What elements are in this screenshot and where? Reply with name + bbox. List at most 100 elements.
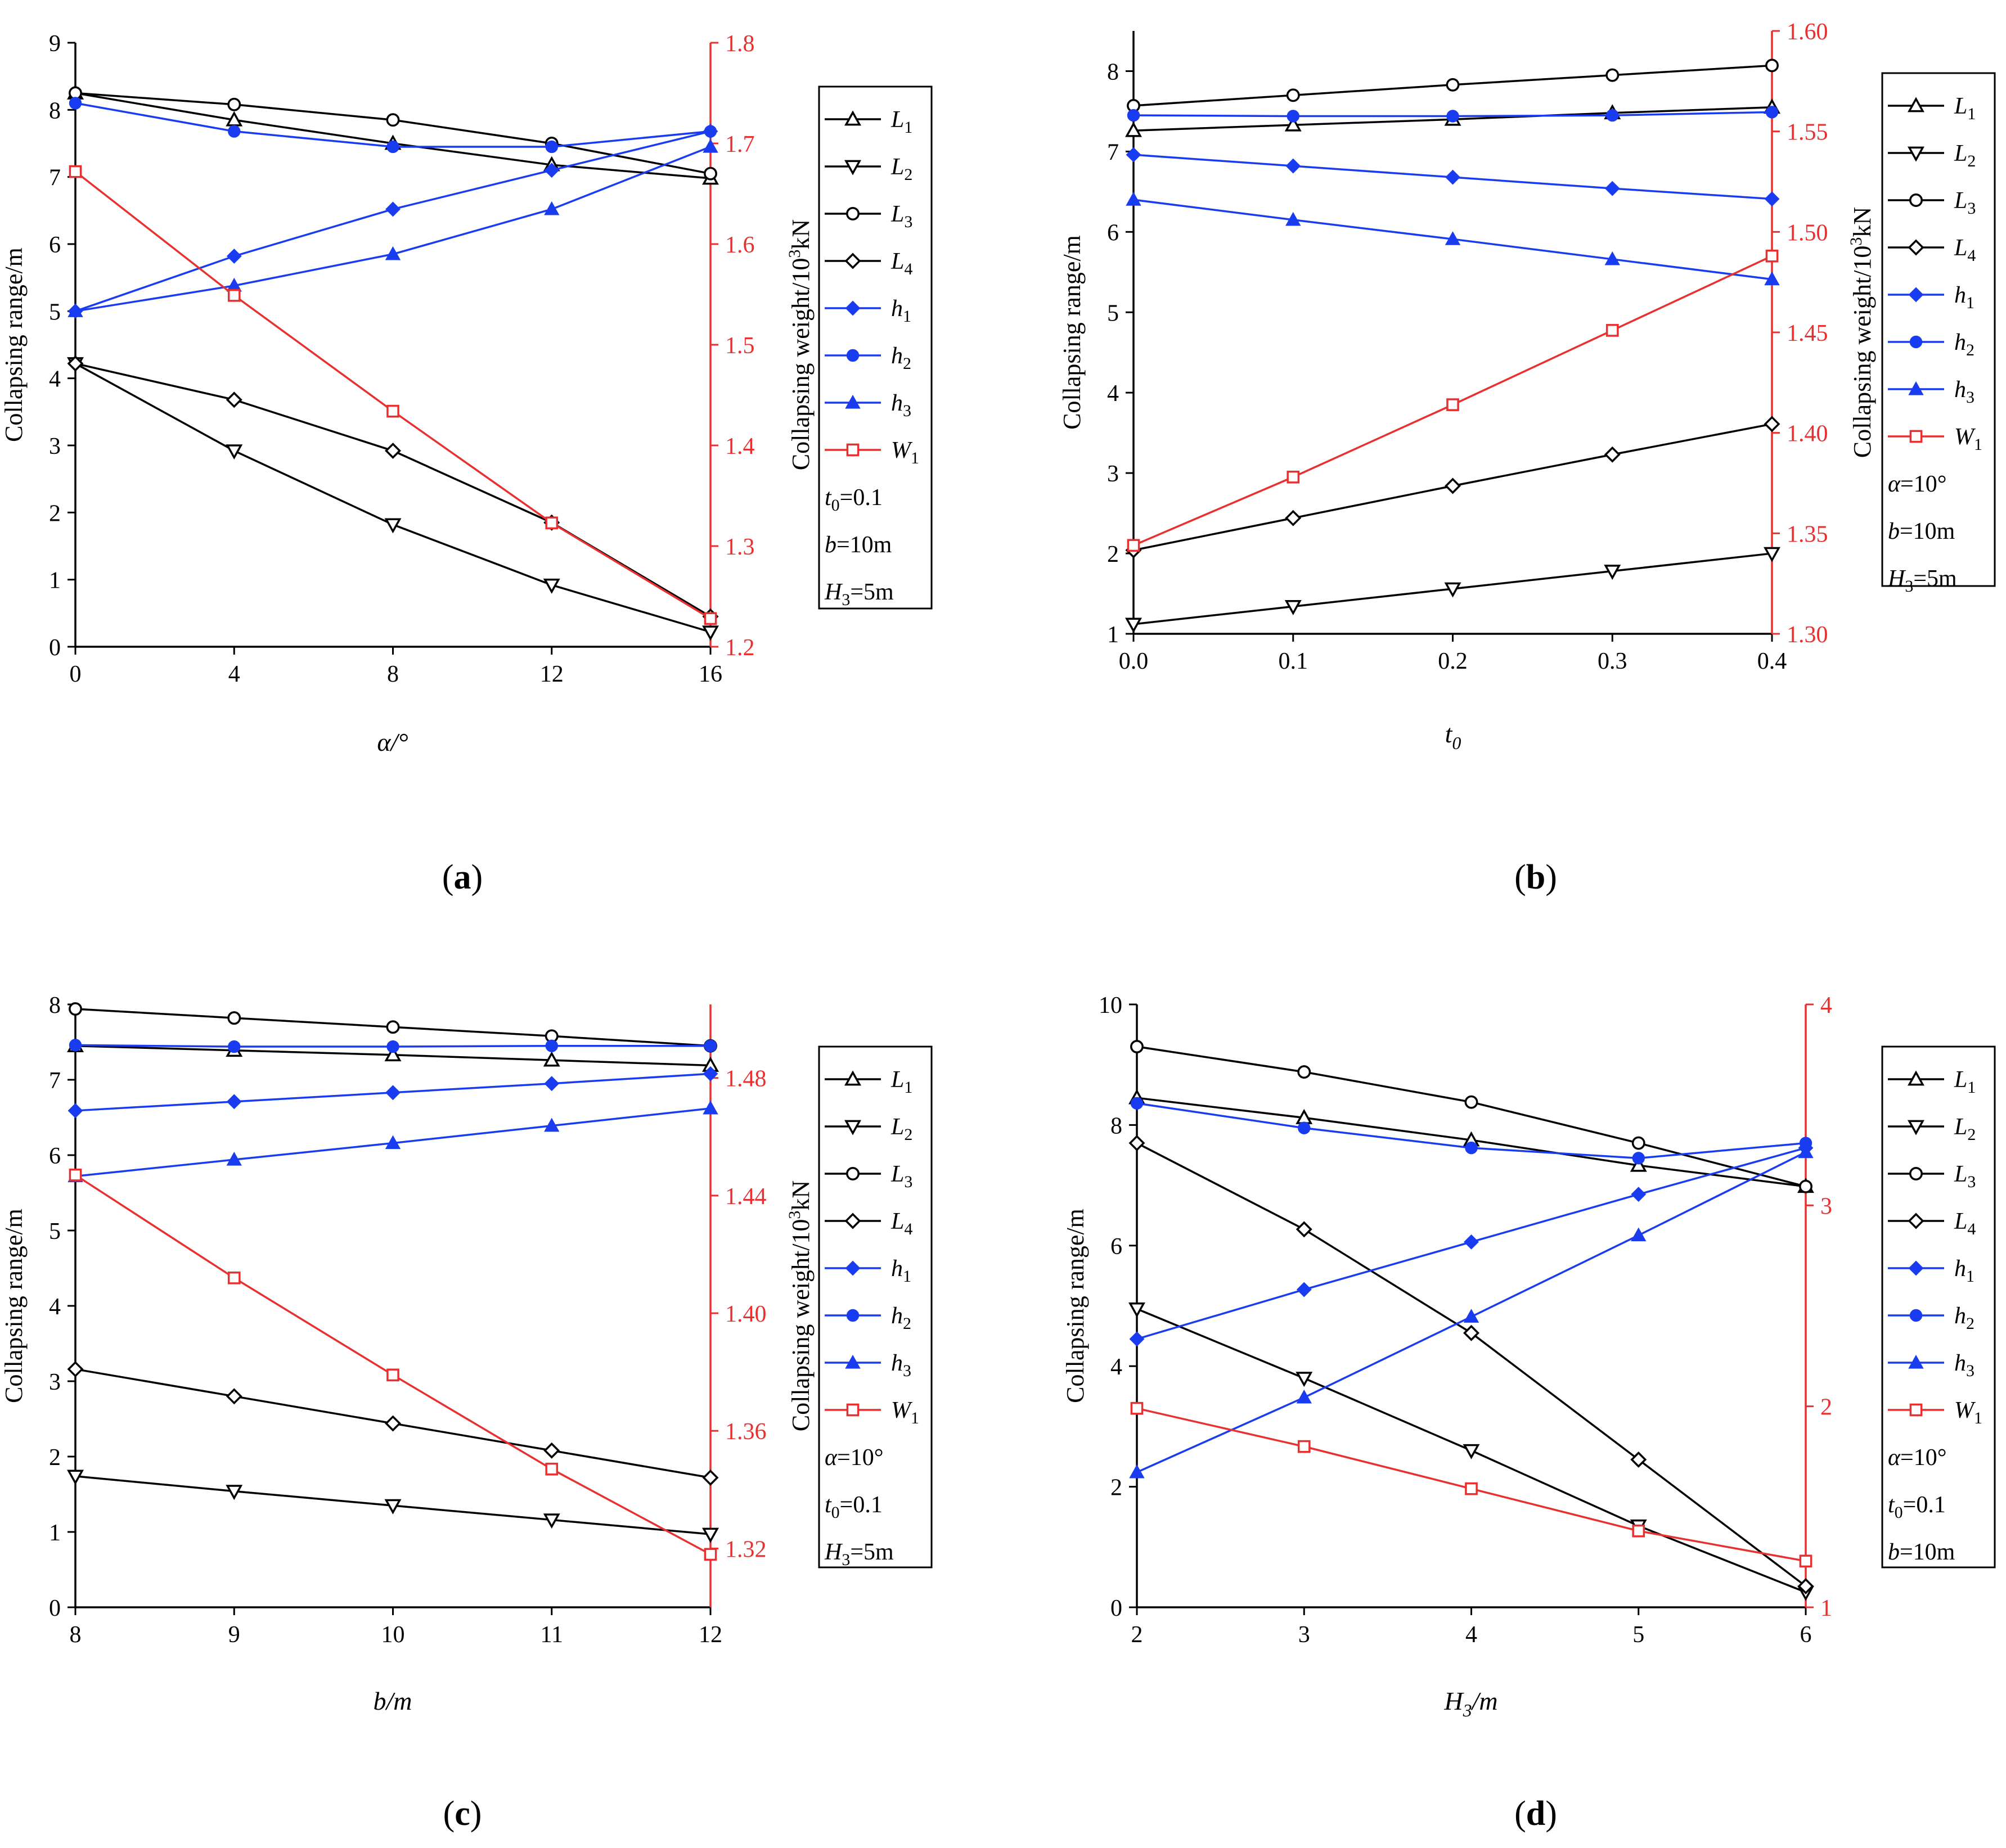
x-tick-label: 11 [541, 1622, 563, 1648]
line-h1 [75, 130, 711, 312]
y-tick-label-right: 1.7 [725, 132, 755, 157]
y-tick-label-left: 9 [49, 31, 61, 57]
point-h2-1 [228, 1040, 241, 1053]
legend-marker-L2 [844, 160, 861, 175]
point-W1-2 [386, 404, 399, 418]
y-tick-label-left: 4 [1110, 1354, 1122, 1380]
point-L4-2 [1463, 1324, 1479, 1341]
point-h2-3 [1606, 109, 1619, 122]
point-h1-0 [68, 1103, 83, 1119]
y-tick-label-right: 4 [1820, 993, 1832, 1018]
point-h2-3 [1632, 1152, 1645, 1165]
y-tick-label-right: 1.48 [725, 1066, 767, 1092]
point-h1-4 [703, 1066, 718, 1081]
legend-label-h1: h1 [1954, 282, 1974, 312]
legend-label-L2: L2 [1954, 141, 1976, 170]
point-L2-2 [384, 1499, 402, 1515]
point-L3-2 [1464, 1095, 1478, 1109]
legend-label-L1: L1 [1954, 93, 1976, 123]
point-h2-4 [704, 1039, 717, 1052]
point-h1-1 [1296, 1282, 1312, 1297]
legend-box [818, 85, 933, 610]
point-W1-1 [227, 289, 241, 302]
x-tick-label: 12 [699, 1622, 722, 1648]
series-h3 [1126, 192, 1780, 286]
legend-label-L4: L4 [1954, 235, 1976, 265]
legend-label-h3: h3 [1954, 1350, 1974, 1380]
point-h2-2 [386, 1040, 399, 1053]
point-L4-2 [385, 443, 401, 459]
legend-marker-L2 [1908, 146, 1924, 162]
point-L2-3 [1604, 565, 1621, 580]
point-L2-1 [226, 444, 243, 460]
series-W1 [1127, 249, 1779, 552]
legend-box [1881, 1045, 1996, 1568]
series-L3 [69, 86, 717, 181]
legend-marker-L2 [1908, 1120, 1924, 1135]
legend-param: b=10m [1888, 1539, 1955, 1565]
point-h3-2 [1463, 1309, 1479, 1323]
y-tick-label-right: 1.30 [1787, 622, 1828, 648]
point-h2-2 [1465, 1141, 1478, 1155]
legend-marker-h3 [1908, 1354, 1924, 1369]
legend-marker-h2 [1909, 1309, 1923, 1322]
point-h2-0 [69, 97, 82, 110]
y-tick-label-left: 0 [49, 635, 61, 661]
y-tick-label-right: 1 [1820, 1595, 1832, 1621]
legend-label-h3: h3 [891, 390, 911, 420]
y-axis-title-left: Collapsing range/m [0, 247, 28, 442]
point-W1-3 [1605, 324, 1619, 337]
y-tick-label-left: 8 [1107, 59, 1119, 85]
legend-marker-h3 [845, 1354, 861, 1369]
point-h3-4 [1764, 271, 1780, 286]
point-L3-4 [704, 166, 717, 181]
point-h2-1 [1287, 110, 1299, 123]
point-L3-3 [1605, 68, 1620, 82]
point-h2-2 [1446, 110, 1459, 123]
point-h1-1 [226, 1094, 242, 1110]
legend-label-h1: h1 [891, 296, 911, 326]
point-L3-1 [1286, 88, 1300, 102]
y-tick-label-left: 7 [1107, 139, 1119, 165]
point-W1-1 [1287, 470, 1300, 484]
point-L3-2 [386, 113, 400, 127]
point-W1-4 [704, 612, 717, 625]
x-tick-label: 0.4 [1757, 648, 1787, 674]
point-h3-2 [1445, 231, 1461, 245]
y-axis-title-right: Collapsing weight/103kN [1847, 207, 1876, 458]
y-axis-title-left: Collapsing range/m [1058, 235, 1086, 430]
x-axis-title: t0 [1445, 719, 1461, 753]
legend-marker-L1 [844, 110, 861, 126]
legend-marker-L3 [846, 207, 860, 220]
y-tick-label-left: 6 [1110, 1234, 1122, 1260]
legend-marker-L3 [1909, 193, 1923, 207]
legend-param: t0=0.1 [825, 1492, 883, 1522]
y-tick-label-left: 7 [49, 165, 61, 191]
y-tick-label-right: 1.8 [725, 31, 755, 57]
legend-param: H3=5m [824, 1539, 894, 1569]
point-L4-0 [67, 1361, 84, 1378]
legend-marker-h2 [846, 349, 860, 362]
point-L4-2 [1445, 477, 1461, 494]
point-h1-0 [1126, 147, 1141, 163]
point-L4-3 [1630, 1451, 1647, 1468]
line-W1 [75, 1174, 711, 1556]
point-h2-0 [1127, 109, 1140, 122]
series-L4 [67, 1361, 719, 1486]
legend-label-W1: W1 [891, 1398, 919, 1427]
x-tick-label: 12 [540, 661, 564, 687]
point-L4-1 [1296, 1221, 1312, 1238]
point-h2-4 [704, 125, 717, 138]
legend-label-W1: W1 [1954, 1398, 1982, 1427]
point-L3-0 [69, 1002, 82, 1016]
series-L2 [67, 357, 719, 641]
point-h1-3 [544, 1076, 560, 1092]
legend-marker-W1 [846, 1403, 860, 1417]
point-h1-1 [1285, 158, 1301, 174]
point-L4-3 [1604, 446, 1621, 463]
point-h3-2 [385, 1135, 401, 1150]
point-L2-1 [1296, 1372, 1313, 1387]
y-tick-label-left: 1 [49, 1520, 61, 1546]
point-h2-3 [545, 140, 558, 154]
